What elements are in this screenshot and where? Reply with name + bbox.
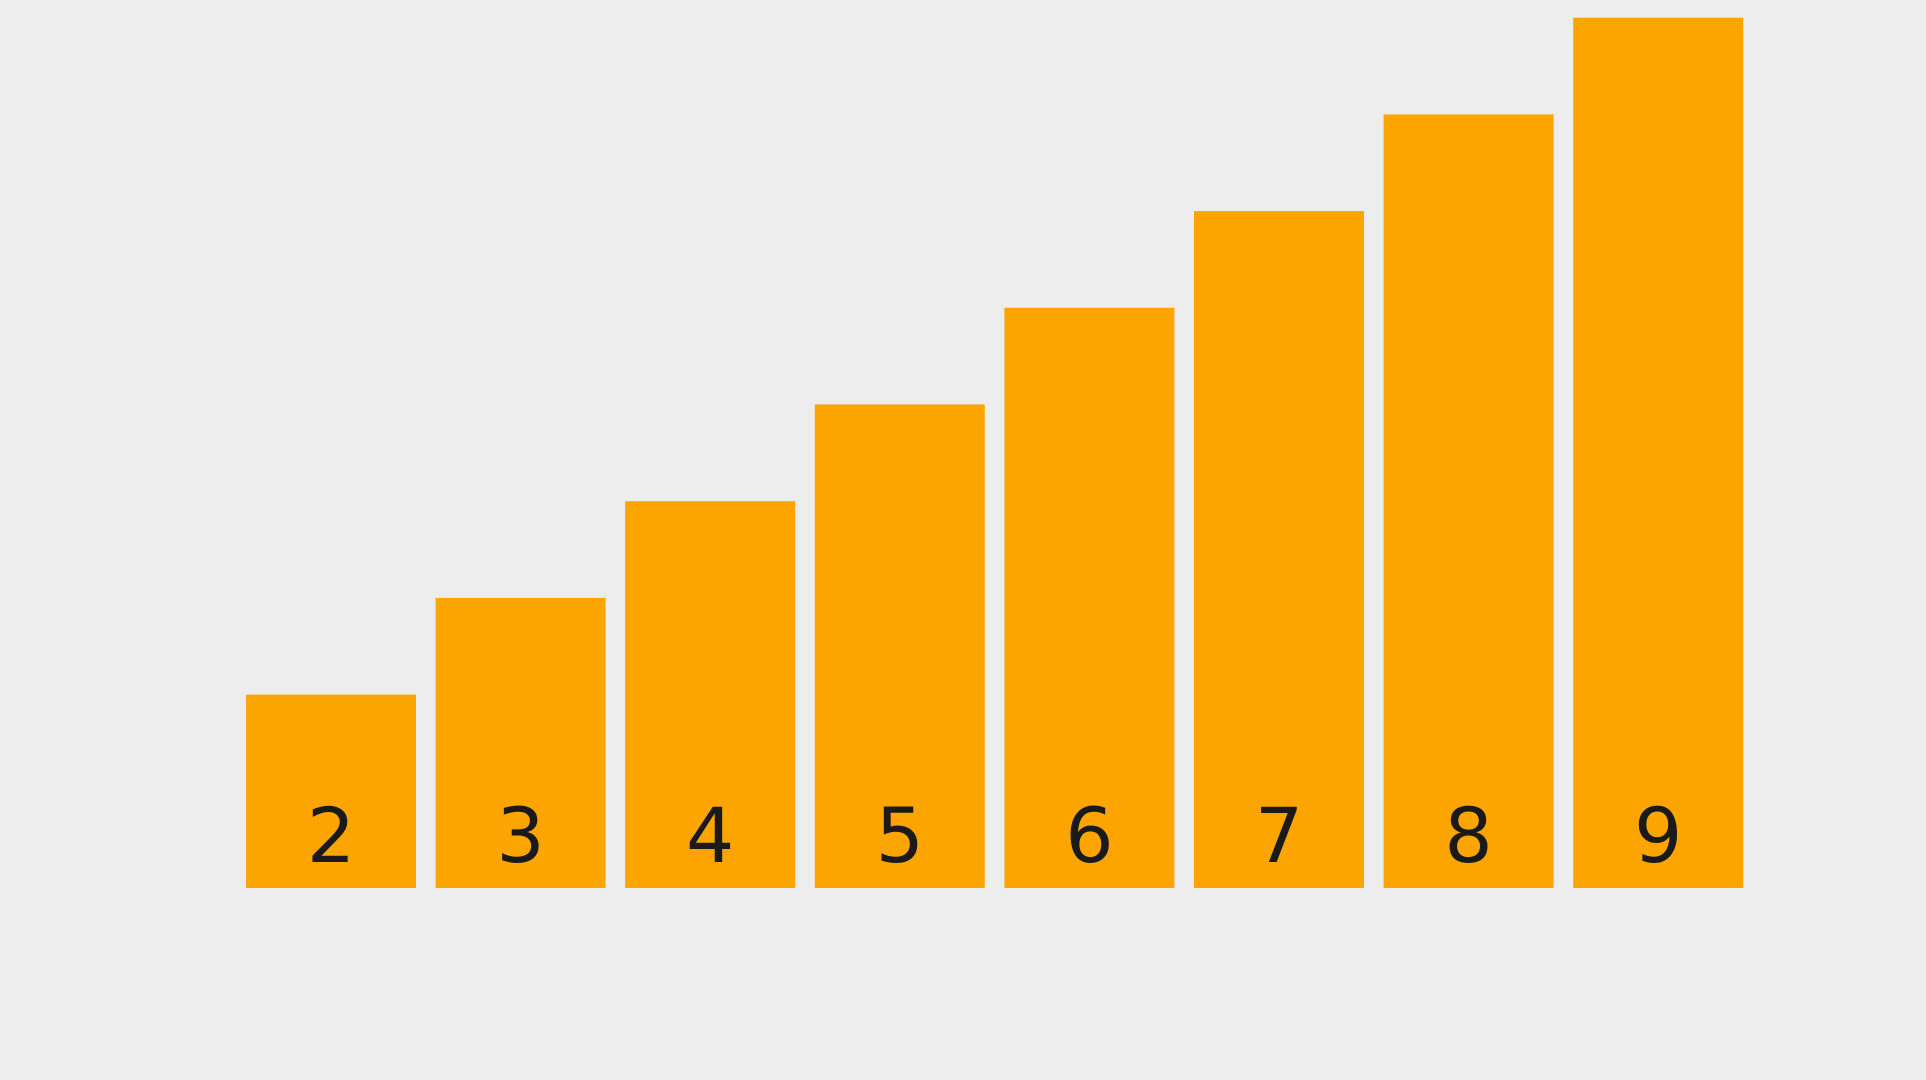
bar-2 bbox=[246, 694, 416, 888]
bar-labels-group: 2 3 4 5 6 7 8 9 bbox=[307, 791, 1683, 880]
bar-label-6: 6 bbox=[1065, 791, 1113, 880]
bar-3 bbox=[435, 597, 606, 888]
bar-9 bbox=[1573, 17, 1744, 888]
bar-label-3: 3 bbox=[496, 791, 544, 880]
bar-6 bbox=[1004, 307, 1175, 888]
bar-7 bbox=[1194, 211, 1364, 889]
bar-label-9: 9 bbox=[1634, 791, 1682, 880]
bars-group bbox=[246, 17, 1744, 889]
bar-label-8: 8 bbox=[1444, 791, 1492, 880]
bar-label-5: 5 bbox=[876, 791, 924, 880]
bar-label-7: 7 bbox=[1255, 791, 1303, 880]
bar-label-2: 2 bbox=[307, 791, 355, 880]
bar-label-4: 4 bbox=[686, 791, 734, 880]
bar-8 bbox=[1383, 114, 1554, 888]
bar-5 bbox=[814, 404, 985, 888]
bar-4 bbox=[625, 501, 796, 888]
